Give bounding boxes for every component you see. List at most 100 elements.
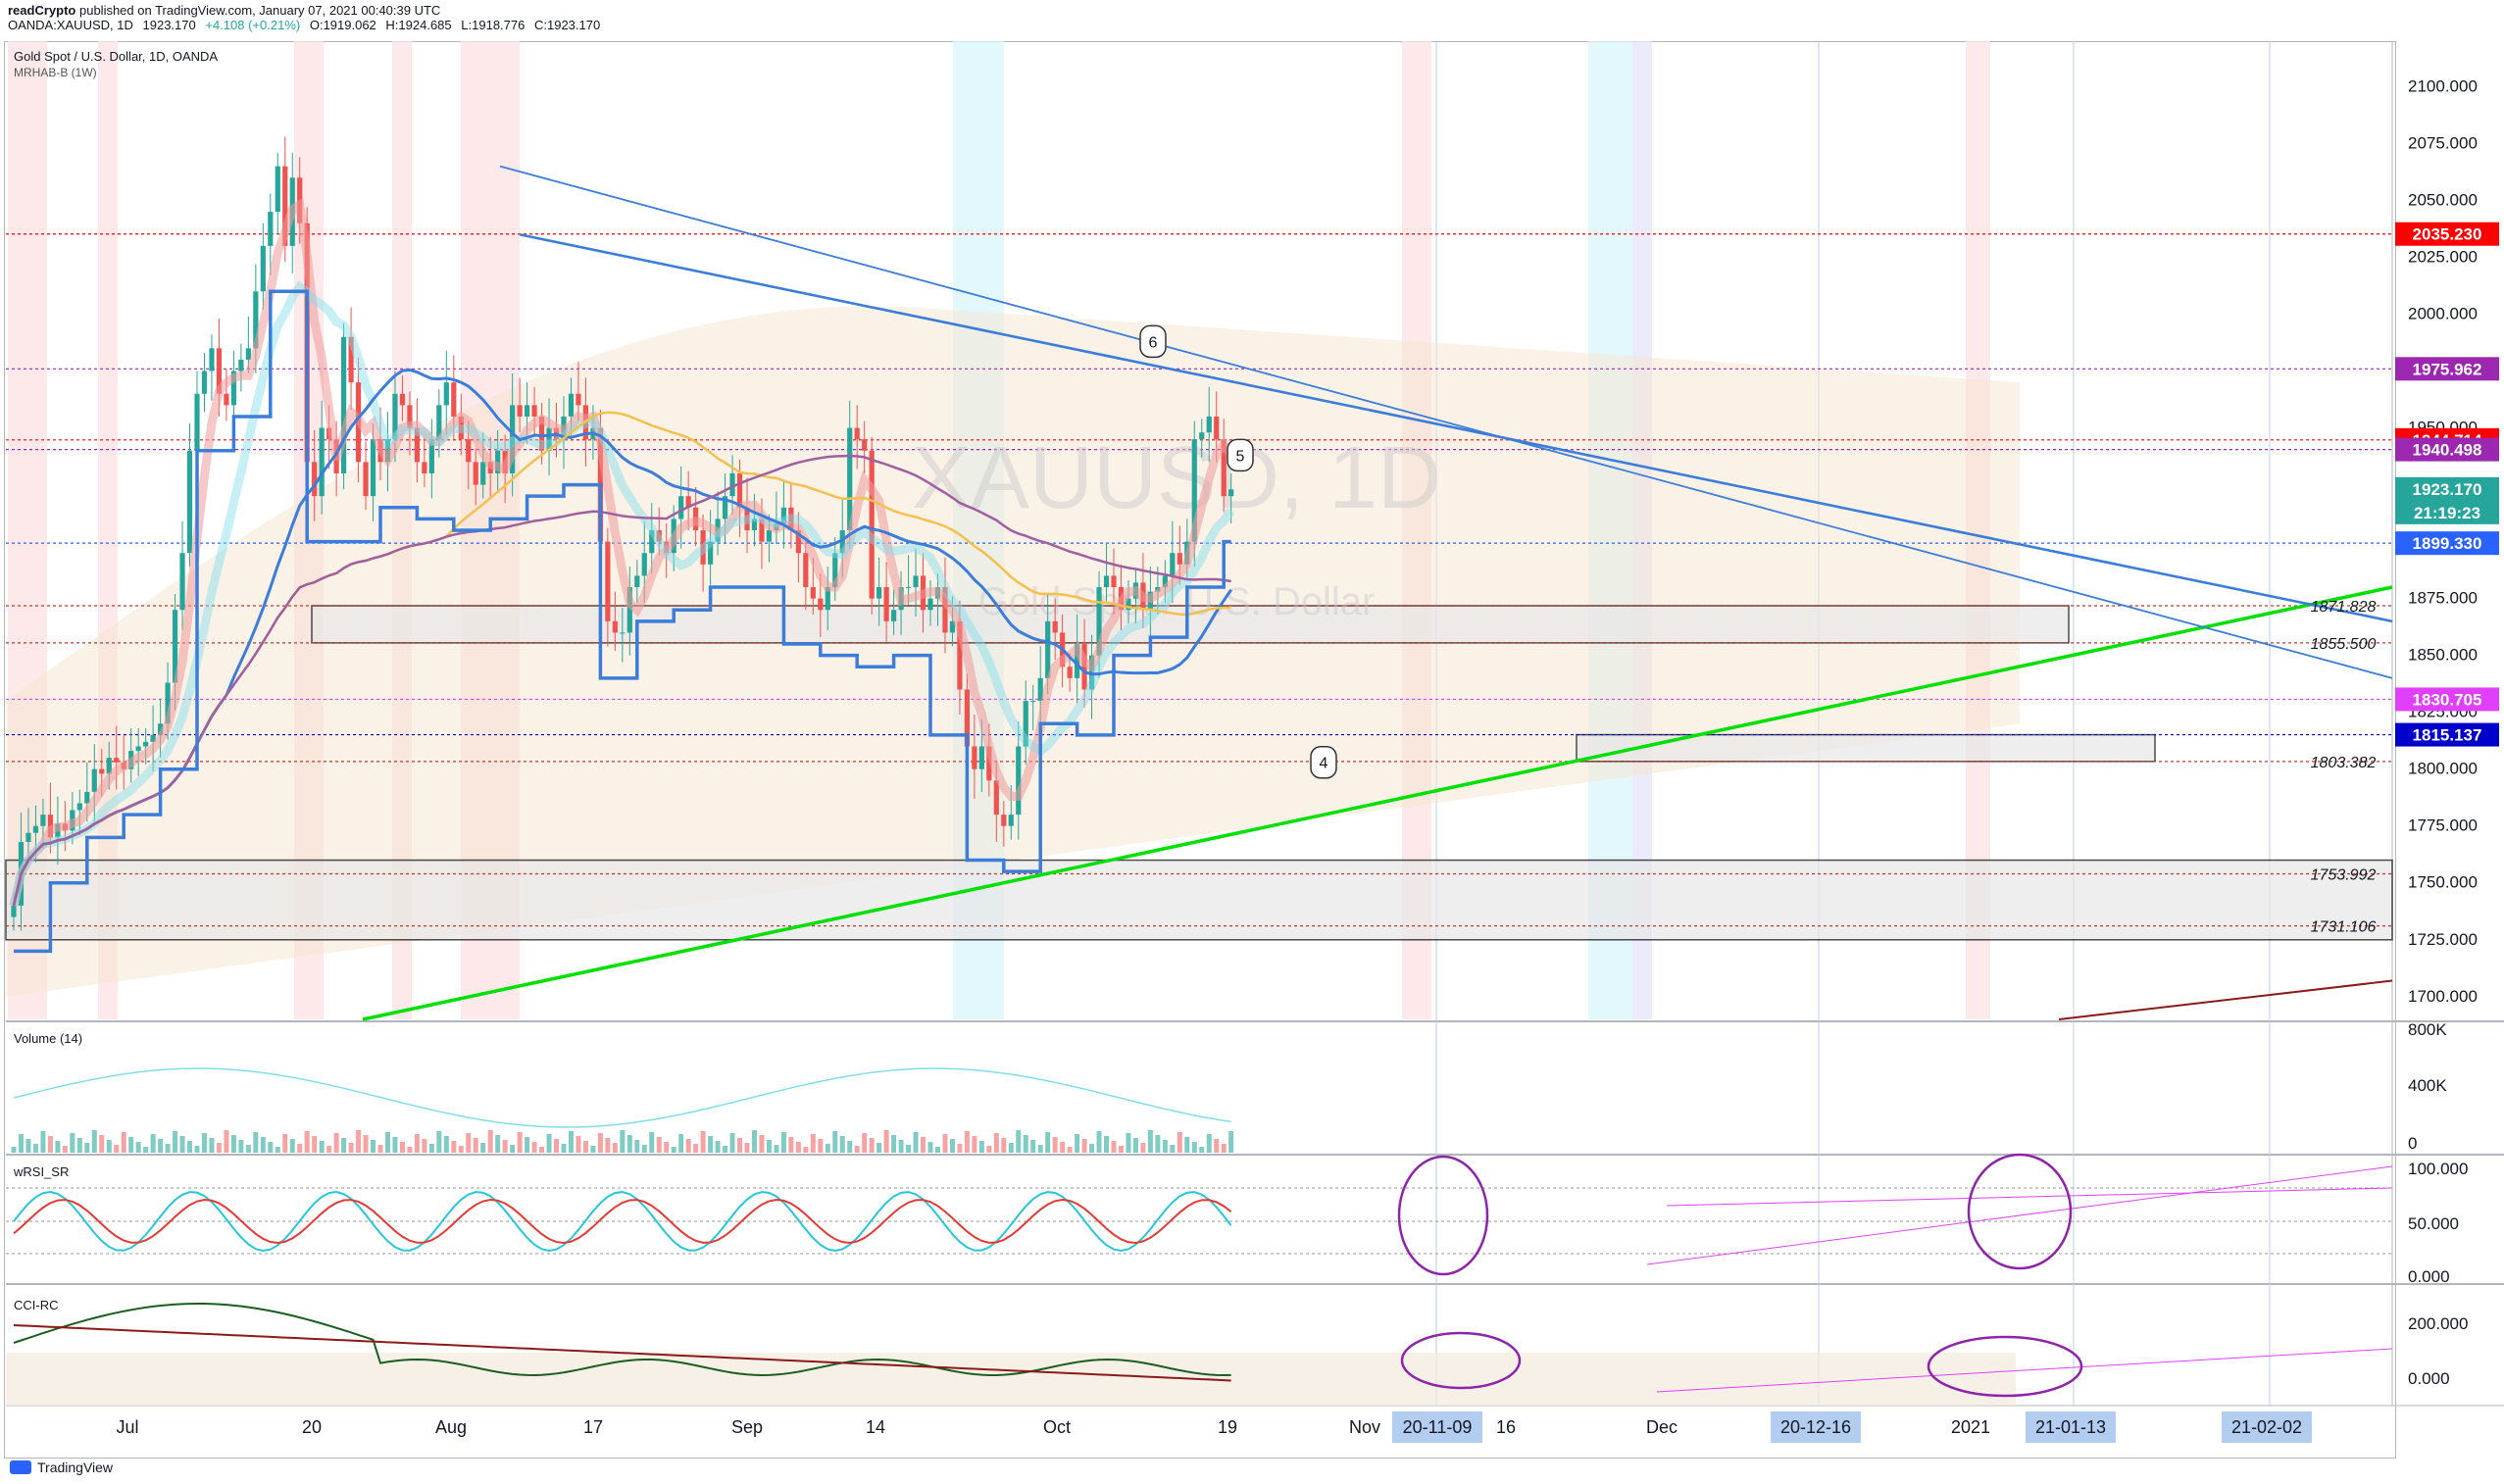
candle-body: [1030, 701, 1036, 703]
volume-bar: [312, 1136, 318, 1153]
volume-bar: [194, 1146, 200, 1153]
volume-bar: [348, 1143, 354, 1153]
candle-body: [517, 405, 523, 417]
volume-bar: [774, 1145, 779, 1153]
volume-bar: [282, 1134, 288, 1153]
volume-bar: [392, 1137, 398, 1153]
price-box-label: 1899.330: [2413, 534, 2482, 553]
volume-bar: [525, 1137, 530, 1153]
price-box: [2395, 687, 2499, 712]
candle-body: [106, 758, 112, 774]
price-tick: 2000.000: [2408, 305, 2478, 323]
candle-body: [722, 496, 728, 519]
volume-tick: 0: [2408, 1134, 2417, 1153]
volume-bar: [744, 1143, 750, 1153]
volume-bar: [649, 1132, 655, 1153]
volume-bar: [921, 1137, 926, 1153]
candle-body: [759, 519, 765, 542]
candle-body: [1067, 667, 1073, 678]
rsi-tick: 50.000: [2408, 1214, 2459, 1233]
candle-body: [1214, 416, 1220, 440]
volume-bar: [319, 1141, 325, 1153]
candle-body: [150, 734, 156, 742]
volume-bar: [1132, 1138, 1138, 1153]
author[interactable]: readCrypto: [8, 3, 76, 18]
candle-body: [972, 746, 977, 769]
candle-body: [25, 832, 31, 842]
volume-bar: [597, 1133, 603, 1153]
volume-bar: [47, 1136, 53, 1153]
volume-bar: [664, 1142, 670, 1153]
volume-bar: [854, 1146, 860, 1153]
volume-bar: [128, 1137, 134, 1153]
candle-body: [788, 507, 794, 530]
volume-bar: [759, 1135, 765, 1153]
volume-bar: [84, 1143, 90, 1153]
volume-bar: [407, 1147, 413, 1153]
candle-body: [1023, 701, 1028, 747]
candle-body: [194, 393, 200, 451]
volume-bar: [576, 1136, 581, 1153]
volume-bar: [1126, 1133, 1131, 1153]
time-tick: Oct: [1043, 1417, 1071, 1437]
price-tick: 2100.000: [2408, 76, 2478, 95]
volume-bar: [1008, 1143, 1014, 1153]
candle-body: [1126, 598, 1131, 611]
candle-body: [451, 382, 457, 417]
candle-body: [1170, 553, 1176, 576]
volume-bar: [224, 1130, 229, 1153]
candle-body: [282, 166, 288, 246]
indicator-label: MRHAB-B (1W): [14, 66, 97, 79]
candle-body: [458, 416, 464, 440]
volume-bar: [1155, 1135, 1161, 1153]
candle-body: [76, 803, 82, 811]
volume-bar: [1228, 1131, 1234, 1153]
volume-bar: [531, 1142, 537, 1153]
price-tick: 2050.000: [2408, 190, 2478, 209]
candle-body: [876, 587, 882, 599]
volume-bar: [678, 1134, 684, 1153]
volume-bar: [986, 1146, 992, 1153]
candle-body: [913, 575, 919, 588]
support-zone-bottom: [5, 859, 2393, 941]
volume-bar: [1104, 1136, 1110, 1153]
volume-bar: [788, 1137, 794, 1153]
wave-label-box: [1227, 438, 1254, 472]
candle-body: [612, 620, 618, 633]
candle-body: [576, 393, 581, 406]
level-label: 1731.106: [2311, 919, 2377, 936]
brand-name: TradingView: [37, 1459, 114, 1475]
candle-body: [986, 746, 992, 781]
candle-body: [751, 519, 758, 530]
time-highlight-label: 21-02-02: [2231, 1417, 2302, 1437]
candle-body: [810, 587, 816, 599]
level-label: 1753.992: [2311, 866, 2377, 883]
volume-bar: [1111, 1141, 1117, 1153]
rsi-line: [13, 1191, 1232, 1253]
candle-body: [1052, 620, 1058, 633]
volume-bar: [715, 1141, 721, 1153]
volume-bar: [810, 1134, 816, 1153]
volume-tick: 800K: [2408, 1020, 2447, 1039]
time-tick: 16: [1496, 1417, 1516, 1437]
volume-bar: [708, 1136, 714, 1153]
candle-body: [1206, 416, 1212, 433]
volume-bar: [1214, 1139, 1220, 1153]
candle-body: [1162, 575, 1168, 588]
rsi-highlight-circle: [1397, 1155, 1489, 1276]
candle-body: [927, 598, 933, 611]
chart-frame: [4, 41, 2396, 1459]
candle-body: [1111, 575, 1117, 588]
volume-bar: [458, 1146, 464, 1153]
candle-body: [626, 587, 632, 633]
candle-body: [40, 815, 46, 826]
price-change: +4.108 (+0.21%): [205, 18, 301, 32]
candle-body: [443, 382, 449, 406]
volume-bar: [55, 1141, 61, 1153]
volume-bar: [260, 1137, 266, 1153]
volume-bar: [862, 1133, 868, 1153]
candle-body: [428, 439, 434, 473]
tradingview-logo[interactable]: TradingView: [10, 1459, 113, 1475]
volume-bar: [106, 1140, 112, 1153]
